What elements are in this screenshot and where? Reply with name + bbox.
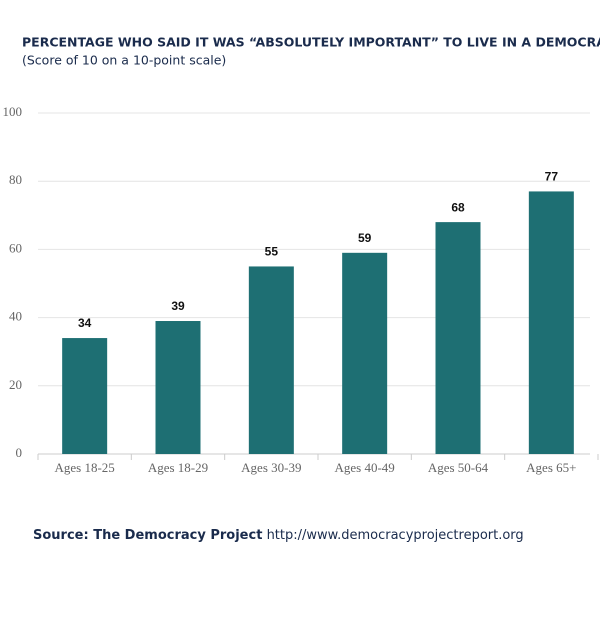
bar — [62, 338, 108, 454]
x-tick-label: Ages 18-29 — [148, 460, 208, 475]
source: Source: The Democracy Project http://www… — [33, 528, 524, 543]
x-tick-label: Ages 30-39 — [241, 460, 301, 475]
y-tick-label: 80 — [9, 172, 22, 187]
x-tick-label: Ages 50-64 — [428, 460, 489, 475]
y-tick-label: 40 — [9, 309, 22, 324]
y-tick-label: 100 — [3, 104, 23, 119]
value-label: 77 — [545, 170, 559, 184]
value-label: 34 — [78, 316, 92, 330]
value-label: 59 — [358, 231, 372, 245]
bar — [155, 321, 201, 454]
value-label: 68 — [451, 200, 465, 214]
bar — [435, 222, 481, 454]
x-tick-label: Ages 18-25 — [55, 460, 115, 475]
value-label: 39 — [171, 299, 185, 313]
source-url: http://www.democracyprojectreport.org — [267, 528, 524, 543]
bar — [528, 191, 574, 454]
y-tick-label: 20 — [9, 377, 22, 392]
source-label: Source: The Democracy Project — [33, 528, 262, 543]
y-tick-label: 60 — [9, 240, 22, 255]
value-label: 55 — [265, 245, 279, 259]
chart-subtitle: (Score of 10 on a 10-point scale) — [22, 53, 226, 68]
bar — [342, 252, 388, 454]
chart-title: PERCENTAGE WHO SAID IT WAS “ABSOLUTELY I… — [22, 35, 600, 50]
x-tick-label: Ages 65+ — [526, 460, 576, 475]
x-tick-label: Ages 40-49 — [335, 460, 395, 475]
y-tick-label: 0 — [16, 445, 23, 460]
bar — [248, 266, 294, 454]
